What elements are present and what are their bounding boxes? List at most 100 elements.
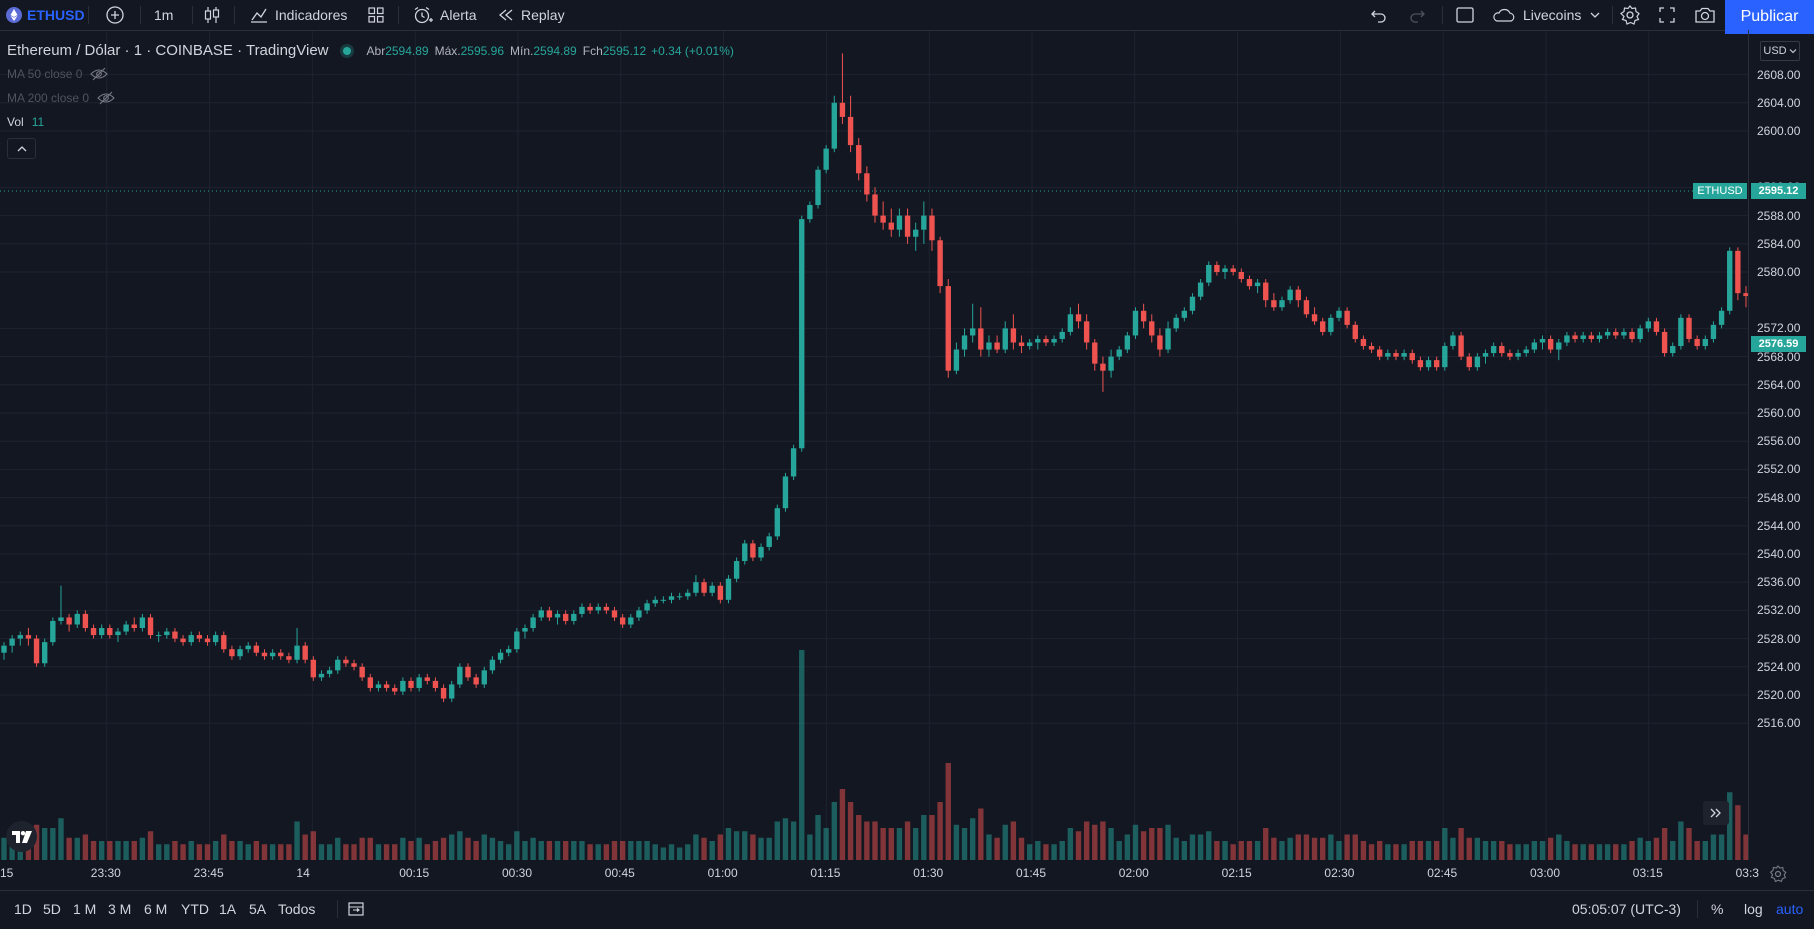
volume-bar (506, 844, 512, 860)
chart-style-button[interactable] (203, 0, 221, 30)
clock-display[interactable]: 05:05:07 (UTC-3) (1572, 901, 1681, 917)
ma200-legend[interactable]: MA 200 close 0 (7, 91, 115, 105)
undo-button[interactable] (1369, 0, 1389, 30)
range-button-5d[interactable]: 5D (43, 901, 61, 917)
time-tick-label: 14 (296, 866, 310, 880)
candle-body (294, 645, 300, 660)
range-button-1d[interactable]: 1D (14, 901, 32, 917)
publish-button[interactable]: Publicar (1725, 0, 1814, 34)
currency-selector[interactable]: USD (1760, 41, 1800, 61)
volume-bar (1670, 841, 1676, 860)
symbol-legend[interactable]: Ethereum / Dólar · 1 · COINBASE · Tradin… (7, 42, 734, 59)
layout-name-label: Livecoins (1523, 7, 1582, 23)
volume-bar (636, 841, 642, 860)
percent-scale-toggle[interactable]: % (1711, 901, 1724, 917)
candle-body (1279, 300, 1285, 308)
volume-bar (888, 828, 894, 860)
indicators-button[interactable]: Indicadores (249, 0, 347, 30)
price-tick-label: 2604.00 (1757, 95, 1801, 110)
indicators-icon (251, 8, 267, 23)
toolbar-divider (1442, 6, 1443, 24)
volume-bar (1157, 828, 1163, 860)
currency-label: USD (1763, 45, 1787, 57)
candle-body (1377, 349, 1383, 357)
volume-bar (587, 844, 593, 860)
volume-bar (1092, 824, 1098, 860)
range-button-1a[interactable]: 1A (219, 901, 237, 917)
candle-body (782, 476, 789, 509)
compare-symbol-button[interactable] (105, 0, 125, 30)
layout-name-button[interactable]: Livecoins (1491, 0, 1603, 30)
candle-body (1401, 353, 1407, 357)
time-tick-label: 01:00 (707, 866, 738, 880)
candle-body (1132, 310, 1139, 336)
candle-body (1670, 346, 1676, 354)
candle-body (107, 628, 113, 636)
symbol-search-button[interactable]: ETHUSD (6, 0, 85, 30)
candle-body (1, 645, 7, 653)
toolbar-divider (192, 6, 193, 24)
volume-bar (1368, 844, 1375, 860)
candle-body (367, 677, 373, 688)
settings-button[interactable] (1619, 0, 1641, 30)
log-scale-toggle[interactable]: log (1744, 901, 1763, 917)
range-button-1m[interactable]: 1 M (73, 901, 97, 917)
volume-bar (1075, 831, 1082, 860)
volume-bar (66, 837, 72, 860)
volume-bar (269, 844, 276, 860)
volume-bar (473, 841, 479, 860)
range-button-todos[interactable]: Todos (278, 901, 316, 917)
price-axis[interactable]: USD 2608.002604.002600.002592.002588.002… (1748, 30, 1814, 860)
candle-body (856, 145, 862, 174)
replay-button[interactable]: Replay (497, 0, 565, 30)
redo-button[interactable] (1407, 0, 1427, 30)
volume-bar (929, 815, 935, 860)
candle-body (139, 617, 146, 629)
price-chart[interactable] (0, 31, 1748, 860)
volume-legend[interactable]: Vol 11 (7, 115, 44, 129)
chart-settings-button[interactable] (1768, 864, 1788, 887)
scroll-to-realtime-button[interactable] (1703, 801, 1729, 825)
candle-body (74, 613, 80, 625)
goto-date-button[interactable] (347, 891, 365, 927)
volume-bar (1442, 828, 1448, 860)
volume-bar (424, 844, 430, 860)
fullscreen-button[interactable] (1657, 0, 1677, 30)
ma50-legend[interactable]: MA 50 close 0 (7, 67, 109, 81)
volume-bar (750, 834, 756, 860)
volume-bar (774, 821, 781, 860)
candle-body (929, 215, 935, 241)
time-tick-label: 00:45 (604, 866, 635, 880)
snapshot-button[interactable] (1694, 0, 1716, 30)
volume-bar (147, 831, 154, 860)
eye-hidden-icon[interactable] (90, 67, 109, 81)
alert-button[interactable]: Alerta (412, 0, 477, 30)
candle-body (1490, 346, 1497, 354)
range-button-ytd[interactable]: YTD (181, 901, 209, 917)
range-button-6m[interactable]: 6 M (144, 901, 168, 917)
price-tick-label: 2564.00 (1757, 377, 1801, 392)
interval-button[interactable]: 1m (154, 0, 173, 30)
auto-scale-toggle[interactable]: auto (1776, 901, 1804, 917)
eye-hidden-icon[interactable] (97, 91, 115, 105)
candle-body (1328, 317, 1334, 332)
low-value: 2594.89 (533, 43, 577, 58)
volume-bar (367, 837, 373, 860)
collapse-legend-button[interactable] (7, 138, 36, 159)
volume-bar (1377, 841, 1383, 860)
time-axis[interactable]: 15 23:30 23:45 14 00:15 00:30 00:45 01:00 01:15 0… (0, 860, 1759, 890)
candle-body (123, 624, 129, 632)
volume-bar (514, 831, 520, 860)
candle-body (1661, 331, 1668, 354)
range-button-3m[interactable]: 3 M (108, 901, 132, 917)
candle-body (799, 219, 805, 449)
layouts-button[interactable] (366, 0, 386, 30)
fullscreen-layout-button[interactable] (1455, 0, 1475, 30)
time-tick-label: 23:45 (193, 866, 224, 880)
rewind-icon (498, 9, 513, 21)
volume-bar (1320, 837, 1326, 860)
candle-body (1433, 360, 1440, 368)
volume-bar (107, 841, 113, 860)
range-button-5a[interactable]: 5A (249, 901, 267, 917)
tradingview-logo[interactable] (6, 821, 37, 852)
